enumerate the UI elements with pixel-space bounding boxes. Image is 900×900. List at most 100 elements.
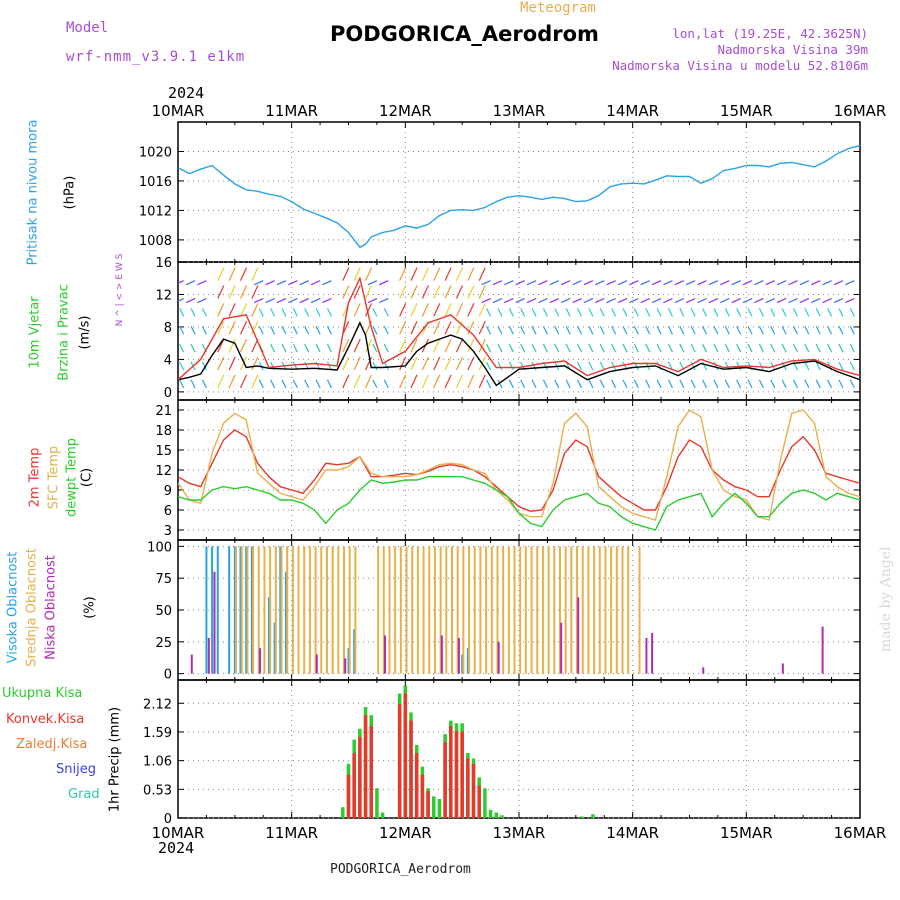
wind-barb bbox=[599, 343, 605, 353]
ytick-label-wind: 8 bbox=[164, 321, 172, 336]
cloud_cover-bar-1 bbox=[451, 546, 453, 674]
wind-barb bbox=[342, 285, 350, 299]
wind-barb bbox=[326, 325, 332, 335]
wind-barb bbox=[640, 297, 650, 304]
wind-barb bbox=[606, 280, 616, 286]
wind-barb bbox=[217, 374, 225, 389]
precipitation-bar-1 bbox=[403, 693, 408, 818]
wind-barb bbox=[576, 379, 583, 389]
wind-barb bbox=[827, 379, 833, 389]
cloud_cover-bar-2 bbox=[315, 654, 318, 674]
wind-barb bbox=[508, 361, 514, 371]
cloud_cover-bar-0 bbox=[250, 546, 253, 674]
wind-barb bbox=[455, 374, 464, 389]
cloud_cover-bar-2 bbox=[207, 638, 210, 674]
temperature-series-line-0 bbox=[178, 429, 860, 513]
date-label-bottom: 14MAR bbox=[606, 824, 659, 842]
wind-barb bbox=[622, 325, 628, 335]
wind-barb bbox=[702, 343, 708, 353]
wind-barb bbox=[455, 338, 464, 353]
wind-barb bbox=[288, 280, 298, 286]
cloud_cover-bar-2 bbox=[645, 638, 648, 674]
wind-barb bbox=[508, 343, 514, 353]
wind-barb bbox=[239, 338, 248, 353]
wind-barb bbox=[478, 338, 486, 353]
precipitation-bar-0 bbox=[483, 788, 487, 818]
wind-barb bbox=[410, 285, 418, 299]
cloud_cover-bar-0 bbox=[284, 571, 287, 674]
wind-barb bbox=[201, 379, 207, 389]
wind-barb bbox=[486, 343, 492, 353]
cloud_cover-bar-1 bbox=[541, 546, 544, 674]
wind-barb bbox=[239, 374, 248, 389]
wind-barb bbox=[576, 325, 583, 335]
wind-barb bbox=[179, 308, 185, 317]
cloud_cover-bar-0 bbox=[211, 546, 214, 674]
wind-barb bbox=[478, 374, 486, 389]
wind-barb bbox=[239, 285, 248, 299]
wind-barb bbox=[433, 320, 441, 335]
wind-barb bbox=[383, 343, 389, 353]
wind-barb bbox=[572, 297, 582, 304]
wind-barb bbox=[736, 325, 742, 335]
cloud_cover-bar-1 bbox=[587, 546, 590, 674]
wind-barb bbox=[322, 297, 332, 304]
cloud_cover-bar-2 bbox=[651, 632, 654, 674]
wind-barb bbox=[265, 280, 275, 286]
cloud_cover-bar-1 bbox=[280, 546, 283, 674]
wind-barb bbox=[410, 356, 418, 371]
cloud_cover-bar-1 bbox=[530, 546, 533, 674]
wind-barb bbox=[455, 320, 464, 335]
wind-barb bbox=[383, 325, 389, 335]
wind-barb bbox=[758, 308, 764, 317]
wind-barb bbox=[833, 280, 844, 286]
cloud_cover-bar-1 bbox=[439, 546, 442, 674]
wind-barb bbox=[372, 361, 378, 371]
wind-barb bbox=[421, 356, 429, 371]
wind-barb bbox=[372, 325, 378, 335]
wind-barb bbox=[478, 320, 486, 335]
wind-barb bbox=[588, 343, 594, 353]
wind-barb bbox=[315, 308, 321, 317]
wind-barb bbox=[444, 320, 452, 335]
wind-barb bbox=[565, 379, 571, 389]
wind-barb bbox=[478, 303, 486, 317]
wind-barb bbox=[486, 379, 492, 389]
wind-barb bbox=[656, 325, 662, 335]
cloud_cover-bar-0 bbox=[461, 654, 464, 674]
cloud_cover-bar-1 bbox=[581, 546, 584, 674]
wind-barb bbox=[258, 325, 264, 335]
wind-barb bbox=[724, 343, 730, 353]
wind-barb bbox=[421, 374, 429, 389]
cloud_cover-bar-1 bbox=[638, 546, 641, 674]
wind-barb bbox=[549, 297, 560, 304]
precipitation-bar-1 bbox=[449, 726, 453, 818]
wind-barb bbox=[179, 325, 185, 335]
wind-barb bbox=[421, 303, 429, 317]
wind-barb bbox=[690, 308, 696, 317]
wind-barb bbox=[629, 280, 639, 286]
wind-barb bbox=[679, 308, 685, 317]
wind-barb bbox=[667, 308, 673, 317]
wind-barb bbox=[565, 308, 571, 317]
wind-barb bbox=[747, 308, 753, 317]
wind-barb bbox=[508, 308, 514, 317]
cloud_cover-bar-0 bbox=[216, 546, 219, 674]
wind-barb bbox=[776, 297, 787, 304]
precipitation-bar-0 bbox=[500, 815, 504, 818]
cloud_cover-bar-1 bbox=[314, 546, 317, 674]
precipitation-bar-1 bbox=[477, 785, 481, 818]
precipitation-bar-1 bbox=[443, 742, 447, 818]
cloud_cover-bar-2 bbox=[781, 663, 784, 674]
wind-barb bbox=[611, 379, 617, 389]
cloud_cover-bar-1 bbox=[553, 546, 556, 674]
cloud_cover-bar-1 bbox=[240, 546, 243, 674]
wind-barb bbox=[702, 325, 708, 335]
wind-barb bbox=[486, 325, 492, 335]
cloud_cover-bar-1 bbox=[274, 546, 277, 674]
wind-barb bbox=[201, 308, 207, 317]
cloud_cover-bar-1 bbox=[325, 546, 328, 674]
cloud_cover-bar-2 bbox=[190, 654, 193, 674]
wind-barb bbox=[520, 325, 526, 335]
